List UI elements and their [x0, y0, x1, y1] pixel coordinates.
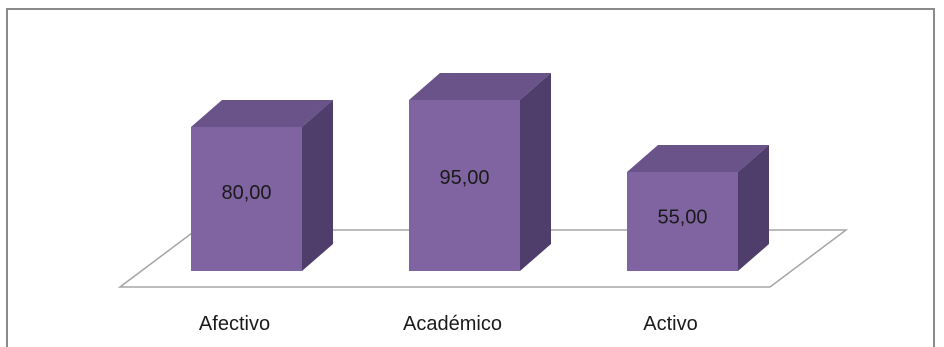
bar-side-0 — [302, 100, 333, 271]
category-label: Académico — [403, 313, 502, 335]
bar-value-label: 80,00 — [221, 182, 271, 204]
bars-group: 80,00 95,00 55,00 — [191, 73, 769, 271]
category-label: Afectivo — [199, 313, 270, 335]
bar-value-label: 55,00 — [657, 207, 707, 229]
bar-side-1 — [520, 73, 551, 271]
category-label: Activo — [643, 313, 697, 335]
bar-value-label: 95,00 — [439, 167, 489, 189]
category-labels: Afectivo Académico Activo — [199, 313, 698, 335]
